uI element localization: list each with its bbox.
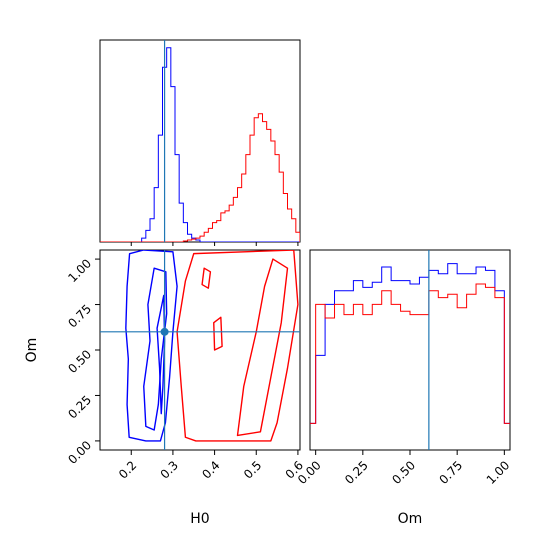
- om-x-tick-label-3: 0.75: [436, 458, 465, 487]
- h0-hist-series-1: [100, 113, 300, 242]
- om-y-tick-label-3: 0.75: [65, 302, 94, 331]
- contour-series-1-level-0: [176, 250, 299, 442]
- h0-tick-label-1: 0.3: [158, 458, 181, 481]
- h0-tick-label-0: 0.2: [116, 458, 139, 481]
- contour-series-1-level-1: [236, 258, 289, 437]
- h0-tick-label-2: 0.4: [199, 458, 222, 481]
- om-y-tick-label-0: 0.00: [65, 438, 94, 467]
- x-axis-label-om: Om: [398, 511, 423, 527]
- om-x-tick-label-1: 0.25: [342, 458, 371, 487]
- contour-series-0-level-1: [143, 267, 168, 431]
- om-y-tick-label-1: 0.25: [65, 393, 94, 422]
- contour-series-0-level-0: [125, 250, 178, 442]
- om-x-tick-label-4: 1.00: [484, 458, 513, 487]
- om-x-tick-label-2: 0.50: [389, 458, 418, 487]
- y-axis-label-om: Om: [24, 338, 40, 363]
- contour-series-0-level-2: [156, 294, 166, 415]
- h0-tick-label-3: 0.5: [241, 458, 264, 481]
- om-hist-series-0: [310, 263, 510, 424]
- contour-series-1-level-2: [213, 316, 223, 351]
- om-marginal-axes: [309, 249, 511, 451]
- h0-marginal-plot: [100, 40, 300, 242]
- joint-plot: [100, 250, 300, 450]
- joint-axes: [99, 249, 301, 451]
- om-marginal-plot: [310, 250, 510, 450]
- x-axis-label-h0: H0: [190, 511, 209, 527]
- joint-truth-point: [160, 327, 169, 336]
- om-hist-series-1: [310, 283, 510, 424]
- contour-series-1-level-3: [201, 267, 212, 289]
- h0-marginal-axes: [99, 39, 301, 243]
- om-y-tick-label-2: 0.50: [65, 347, 94, 376]
- om-y-tick-label-4: 1.00: [65, 256, 94, 285]
- h0-hist-series-0: [100, 47, 300, 242]
